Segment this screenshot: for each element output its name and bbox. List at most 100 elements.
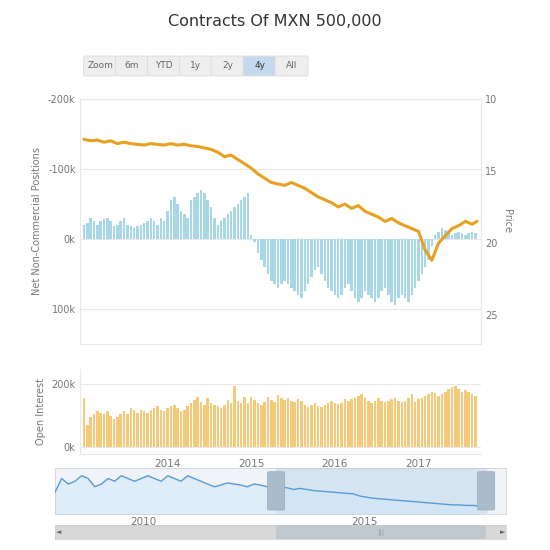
Bar <box>180 211 182 239</box>
Bar <box>223 218 225 239</box>
Text: ◄: ◄ <box>56 529 61 535</box>
Bar <box>116 417 119 448</box>
Bar <box>126 414 129 448</box>
Bar <box>394 398 397 448</box>
Bar <box>254 239 256 243</box>
Bar <box>317 239 320 267</box>
Bar <box>364 398 366 448</box>
Bar <box>260 239 262 260</box>
Bar <box>367 239 370 295</box>
Bar <box>160 410 162 448</box>
Bar <box>360 394 363 448</box>
Bar <box>330 239 333 292</box>
Bar <box>153 221 156 239</box>
Bar <box>273 239 276 284</box>
Bar <box>354 239 356 298</box>
Bar <box>454 386 456 448</box>
Bar <box>109 221 112 239</box>
Bar <box>364 239 366 292</box>
Bar <box>400 402 403 448</box>
Bar <box>257 239 259 253</box>
Bar <box>407 399 410 448</box>
Bar <box>400 239 403 295</box>
Bar <box>166 211 169 239</box>
Bar <box>213 405 216 448</box>
Bar <box>357 397 360 448</box>
Bar <box>427 394 430 448</box>
Bar <box>461 233 463 239</box>
Bar <box>210 207 212 239</box>
Text: All: All <box>286 62 297 70</box>
Bar <box>334 403 336 448</box>
Bar <box>236 401 239 448</box>
Bar <box>417 239 420 281</box>
Bar <box>431 392 433 448</box>
Bar <box>270 239 273 281</box>
Bar <box>236 204 239 239</box>
Bar <box>290 401 293 448</box>
Bar <box>347 401 349 448</box>
Text: Zoom: Zoom <box>87 62 113 70</box>
Bar <box>307 407 309 448</box>
Bar <box>246 194 249 239</box>
Bar <box>267 397 269 448</box>
Bar <box>173 197 175 239</box>
Bar <box>217 406 219 448</box>
Bar <box>387 401 389 448</box>
Bar <box>143 411 145 448</box>
Bar <box>444 230 447 239</box>
Bar <box>468 233 470 239</box>
Bar <box>169 200 172 239</box>
Bar <box>310 405 313 448</box>
Bar <box>283 400 286 448</box>
Bar <box>454 233 456 239</box>
Bar <box>384 239 386 288</box>
Bar <box>447 389 450 448</box>
Bar <box>384 402 386 448</box>
Bar <box>143 223 145 239</box>
Bar <box>89 417 92 448</box>
Bar <box>310 239 313 277</box>
Bar <box>407 239 410 302</box>
Bar <box>421 398 423 448</box>
Bar <box>434 235 437 239</box>
FancyBboxPatch shape <box>267 472 285 510</box>
Bar <box>337 404 339 448</box>
Bar <box>210 403 212 448</box>
Bar <box>160 218 162 239</box>
Bar <box>327 239 329 288</box>
Bar <box>390 239 393 302</box>
Bar <box>340 403 343 448</box>
Bar <box>344 399 346 448</box>
Bar <box>156 406 159 448</box>
Bar <box>263 402 266 448</box>
Bar <box>450 235 453 239</box>
Bar <box>294 402 296 448</box>
Bar <box>287 239 289 284</box>
Bar <box>96 411 98 448</box>
Bar <box>106 411 108 448</box>
Bar <box>177 204 179 239</box>
Bar <box>431 239 433 246</box>
Bar <box>320 407 323 448</box>
Bar <box>240 200 243 239</box>
Bar <box>126 225 129 239</box>
Bar <box>227 400 229 448</box>
Bar <box>169 406 172 448</box>
Bar <box>354 398 356 448</box>
Y-axis label: Net Non-Commercial Positions: Net Non-Commercial Positions <box>32 147 42 295</box>
Bar <box>133 410 135 448</box>
Bar <box>447 233 450 239</box>
Bar <box>434 393 437 448</box>
Bar <box>381 239 383 292</box>
Bar <box>119 221 122 239</box>
Bar <box>444 392 447 448</box>
Bar <box>116 225 119 239</box>
Bar <box>397 239 400 298</box>
Bar <box>246 403 249 448</box>
FancyBboxPatch shape <box>477 472 494 510</box>
Bar <box>323 239 326 281</box>
Bar <box>220 408 222 448</box>
Bar <box>277 239 279 288</box>
Bar <box>317 406 320 448</box>
